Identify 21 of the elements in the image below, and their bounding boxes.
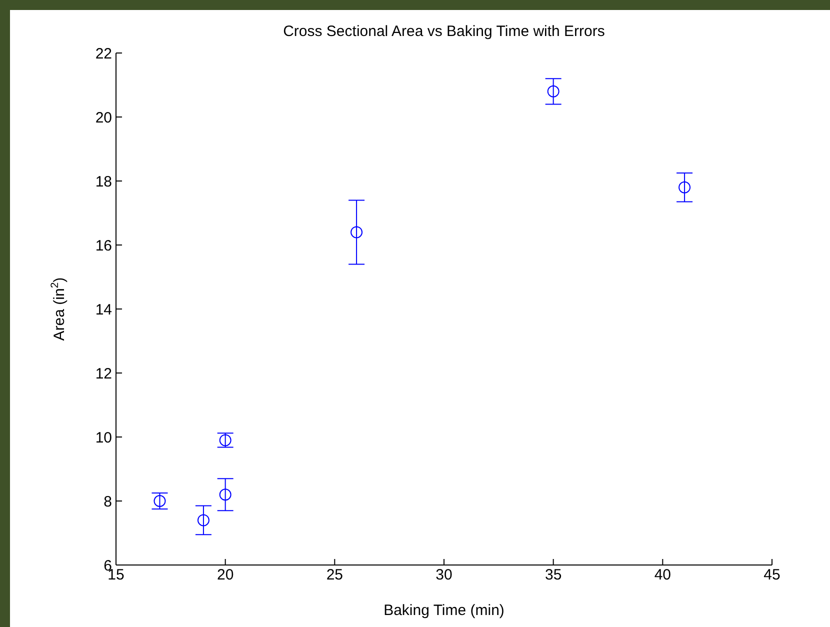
point [219,488,232,501]
y-tick-label: 14 [95,301,112,318]
x-tick-label: 30 [436,566,452,584]
x-axis-title: Baking Time (min) [384,602,504,619]
y-tick-label: 20 [95,109,112,126]
point [197,514,210,526]
y-tick-label: 16 [95,237,112,254]
y-tick-label: 10 [95,429,112,446]
point [678,181,691,194]
x-tick-label: 45 [764,566,780,584]
x-tick-label: 40 [654,566,672,584]
point [350,226,363,238]
y-tick-label: 12 [95,365,112,382]
y-tick-label: 8 [104,493,112,510]
chart-title: Cross Sectional Area vs Baking Time with Errors [283,23,605,40]
y-tick-label: 22 [95,45,112,62]
x-tick-label: 25 [326,566,344,584]
x-tick-label: 35 [544,566,562,584]
point [547,85,560,98]
y-tick-label: 18 [95,173,112,190]
x-tick-label: 20 [216,566,234,584]
